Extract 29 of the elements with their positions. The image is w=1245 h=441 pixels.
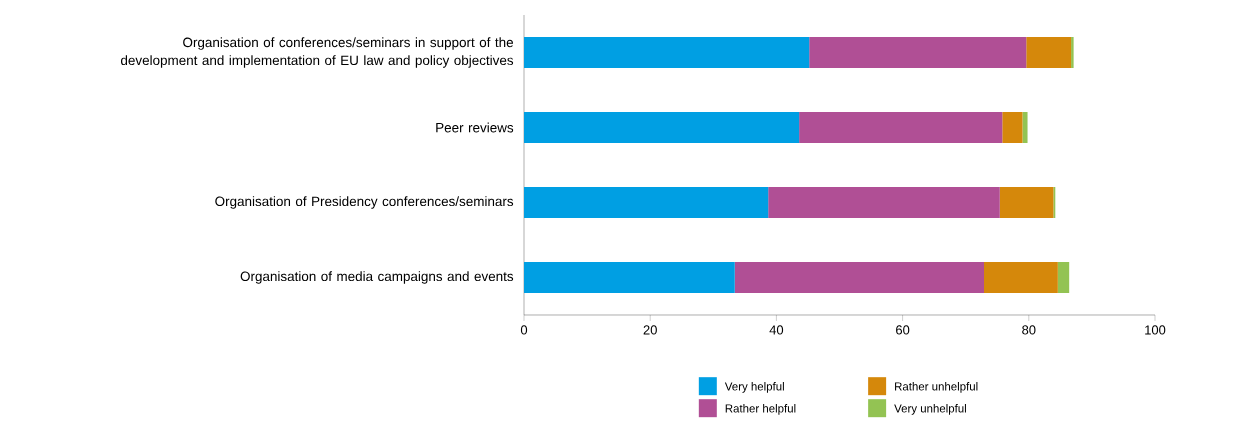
legend-label: Rather unhelpful: [895, 382, 978, 393]
bar: [1022, 111, 1028, 143]
y-tick-label: Peer reviews: [436, 122, 514, 133]
bar: [524, 36, 810, 68]
bar: [1002, 111, 1023, 143]
bar: [768, 186, 1000, 218]
x-tick-label: 0: [520, 325, 528, 335]
bar: [984, 261, 1058, 293]
bar: [799, 111, 1003, 143]
legend-label: Very helpful: [724, 382, 784, 393]
x-tick-label: 100: [1145, 325, 1166, 335]
bar: [999, 186, 1054, 218]
legend-label: Rather helpful: [725, 404, 796, 415]
legend-label: Very unhelpful: [894, 404, 966, 415]
bar: [524, 261, 735, 293]
y-tick-label: Organisation of conferences/seminars in support of the development and implementation of EU law and policy objectives: [120, 37, 514, 68]
bar: [734, 261, 984, 293]
bar: [1057, 261, 1070, 293]
y-tick-label: Organisation of media campaigns and events: [240, 271, 514, 284]
x-tick-label: 20: [643, 325, 657, 335]
bar: [809, 36, 1027, 68]
x-tick-label: 80: [1022, 325, 1036, 335]
y-tick-label: Organisation of Presidency conferences/seminars: [215, 196, 514, 209]
bar: [1071, 36, 1074, 68]
bar: [1026, 36, 1072, 68]
x-tick-label: 40: [769, 325, 784, 335]
bar: [524, 186, 769, 218]
bar: [524, 111, 800, 143]
x-tick-label: 60: [896, 325, 910, 335]
